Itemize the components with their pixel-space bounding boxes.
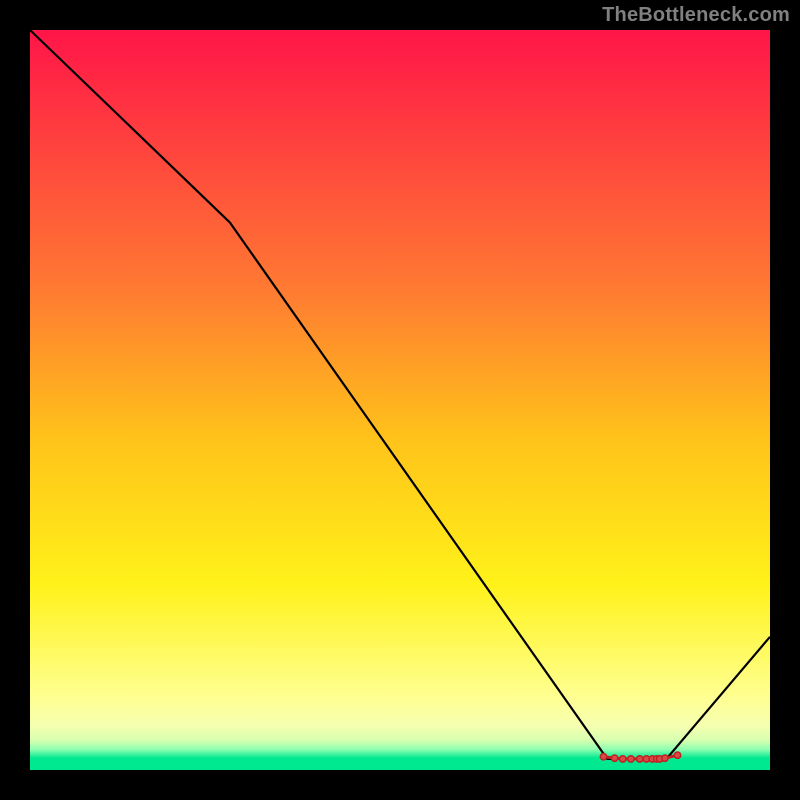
chart-container: TheBottleneck.com	[0, 0, 800, 800]
plot-area	[30, 30, 770, 770]
watermark-text: TheBottleneck.com	[602, 4, 790, 27]
